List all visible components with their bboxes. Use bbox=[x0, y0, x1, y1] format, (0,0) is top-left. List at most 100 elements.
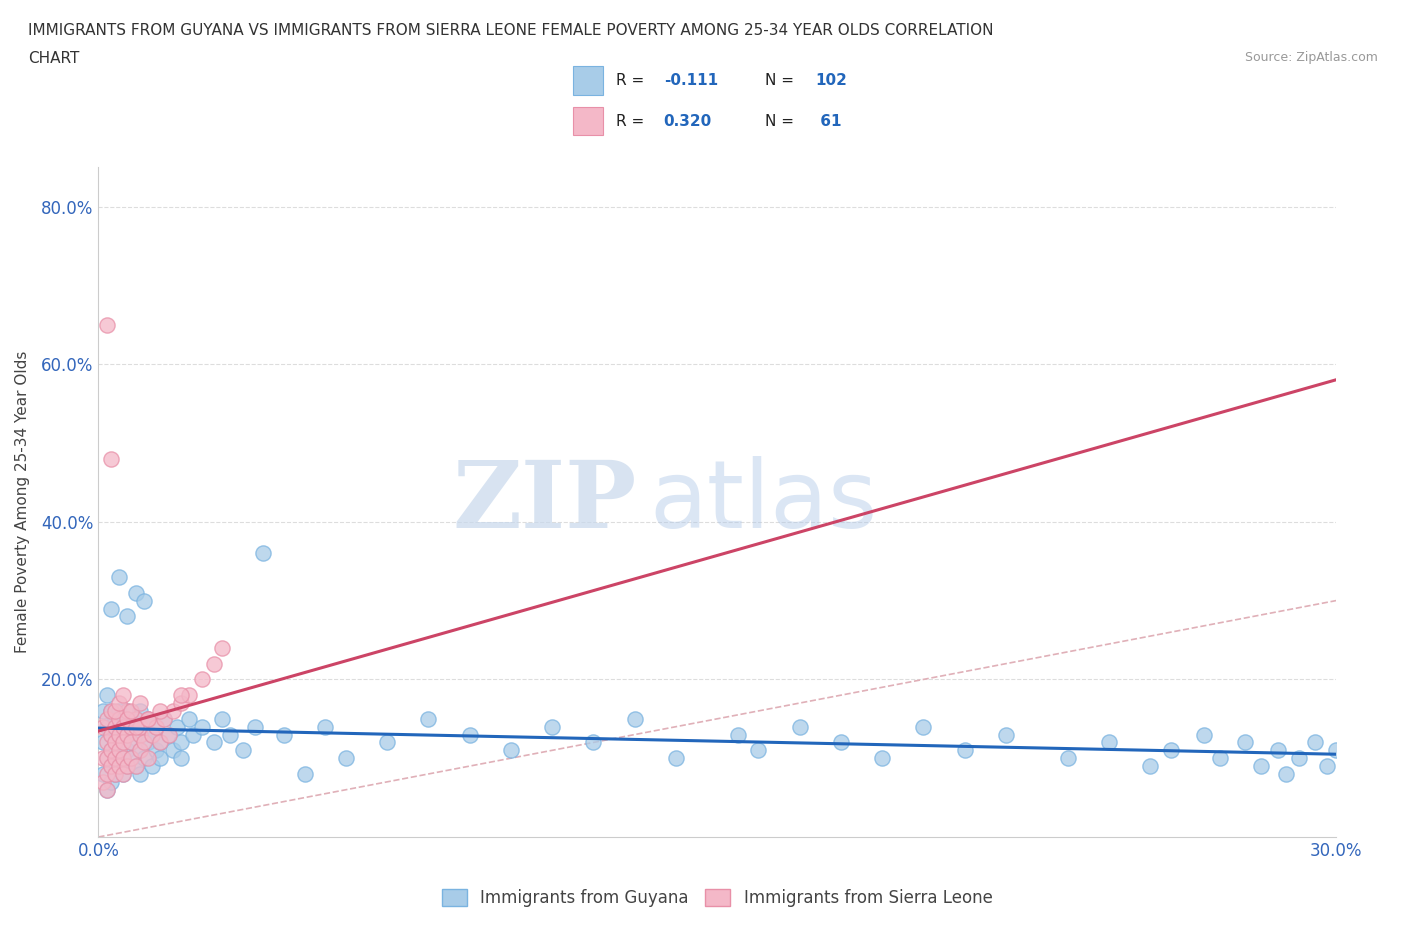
Point bbox=[149, 751, 172, 765]
Point bbox=[112, 711, 135, 726]
Text: 102: 102 bbox=[815, 73, 848, 88]
Point bbox=[153, 711, 176, 726]
Point bbox=[202, 657, 225, 671]
Point bbox=[96, 782, 118, 797]
Text: Source: ZipAtlas.com: Source: ZipAtlas.com bbox=[1244, 51, 1378, 64]
Point bbox=[117, 759, 139, 774]
Point bbox=[190, 672, 212, 687]
Point bbox=[112, 688, 135, 703]
Point bbox=[1275, 766, 1298, 781]
Point bbox=[132, 735, 155, 750]
Text: IMMIGRANTS FROM GUYANA VS IMMIGRANTS FROM SIERRA LEONE FEMALE POVERTY AMONG 25-3: IMMIGRANTS FROM GUYANA VS IMMIGRANTS FRO… bbox=[28, 23, 994, 38]
Point bbox=[132, 719, 155, 734]
Point bbox=[314, 719, 336, 734]
Point bbox=[120, 735, 142, 750]
Point bbox=[166, 719, 188, 734]
Point bbox=[170, 735, 193, 750]
Point bbox=[96, 711, 118, 726]
Point bbox=[623, 711, 645, 726]
Point bbox=[104, 766, 127, 781]
Point bbox=[112, 719, 135, 734]
Point bbox=[136, 711, 159, 726]
Point bbox=[96, 688, 118, 703]
Point bbox=[170, 696, 193, 711]
Point bbox=[104, 703, 127, 718]
Point bbox=[91, 751, 114, 765]
Point bbox=[912, 719, 935, 734]
Point bbox=[252, 546, 274, 561]
Point bbox=[499, 743, 522, 758]
Point bbox=[100, 727, 122, 742]
Point bbox=[104, 711, 127, 726]
Point bbox=[141, 727, 163, 742]
Point bbox=[132, 593, 155, 608]
Text: -0.111: -0.111 bbox=[664, 73, 717, 88]
Point bbox=[1139, 759, 1161, 774]
Point bbox=[211, 711, 233, 726]
Point bbox=[149, 703, 172, 718]
Point bbox=[104, 735, 127, 750]
Text: 61: 61 bbox=[815, 113, 842, 128]
Point bbox=[108, 703, 131, 718]
Point bbox=[335, 751, 357, 765]
Point bbox=[128, 719, 150, 734]
Point bbox=[789, 719, 811, 734]
Point bbox=[132, 751, 155, 765]
Point bbox=[136, 711, 159, 726]
Point bbox=[91, 775, 114, 790]
Point bbox=[162, 703, 184, 718]
Point bbox=[953, 743, 976, 758]
Point bbox=[108, 743, 131, 758]
Point bbox=[120, 719, 142, 734]
Point bbox=[117, 703, 139, 718]
Point bbox=[830, 735, 852, 750]
Point bbox=[1098, 735, 1121, 750]
Point bbox=[100, 601, 122, 616]
Point bbox=[96, 317, 118, 332]
Point bbox=[162, 743, 184, 758]
Point bbox=[243, 719, 266, 734]
Point bbox=[128, 743, 150, 758]
Point bbox=[100, 743, 122, 758]
Point bbox=[1160, 743, 1182, 758]
Point bbox=[141, 759, 163, 774]
Point bbox=[1233, 735, 1256, 750]
Point bbox=[747, 743, 769, 758]
Point bbox=[136, 711, 159, 726]
Legend: Immigrants from Guyana, Immigrants from Sierra Leone: Immigrants from Guyana, Immigrants from … bbox=[433, 881, 1001, 916]
Text: CHART: CHART bbox=[28, 51, 80, 66]
Point bbox=[104, 751, 127, 765]
Point bbox=[145, 719, 167, 734]
Text: 0.320: 0.320 bbox=[664, 113, 711, 128]
Point bbox=[124, 759, 146, 774]
Point bbox=[128, 727, 150, 742]
Point bbox=[179, 711, 201, 726]
Point bbox=[145, 719, 167, 734]
Point bbox=[727, 727, 749, 742]
Point bbox=[170, 688, 193, 703]
Point bbox=[179, 688, 201, 703]
Point bbox=[149, 735, 172, 750]
Point bbox=[870, 751, 893, 765]
Point bbox=[124, 711, 146, 726]
Point bbox=[273, 727, 295, 742]
Point bbox=[153, 711, 176, 726]
Point bbox=[211, 641, 233, 656]
Point bbox=[96, 719, 118, 734]
Point bbox=[117, 703, 139, 718]
Point bbox=[1267, 743, 1289, 758]
Point bbox=[108, 719, 131, 734]
Point bbox=[120, 703, 142, 718]
Point bbox=[128, 766, 150, 781]
Point bbox=[120, 751, 142, 765]
Point bbox=[117, 711, 139, 726]
Point bbox=[149, 735, 172, 750]
Point bbox=[128, 727, 150, 742]
Point bbox=[120, 735, 142, 750]
Point bbox=[141, 727, 163, 742]
Point bbox=[994, 727, 1017, 742]
Text: atlas: atlas bbox=[650, 457, 877, 548]
Point bbox=[108, 696, 131, 711]
Point bbox=[1324, 743, 1347, 758]
Point bbox=[1056, 751, 1078, 765]
